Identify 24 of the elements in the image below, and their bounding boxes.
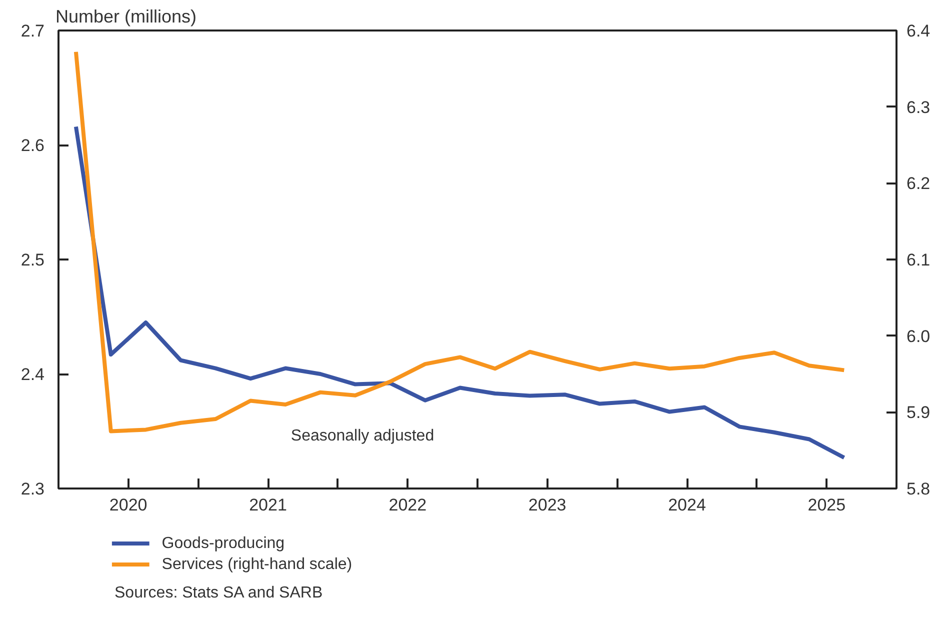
y-tick-label: 2.6 xyxy=(20,136,45,155)
y2-tick-label: 5.9 xyxy=(906,403,930,422)
y-axis-title: Number (millions) xyxy=(56,6,197,26)
legend-label: Services (right-hand scale) xyxy=(162,556,352,573)
x-tick-label: 2024 xyxy=(668,496,706,514)
x-tick-label: 2020 xyxy=(109,496,148,514)
line-series xyxy=(74,124,846,460)
x-tick-label: 2025 xyxy=(808,496,846,514)
x-tick-label: 2023 xyxy=(528,496,566,514)
y2-tick-label: 6.4 xyxy=(906,22,930,40)
y-tick-label: 2.4 xyxy=(20,365,45,384)
y2-tick-label: 5.8 xyxy=(906,480,930,498)
y2-tick-label: 6.1 xyxy=(906,250,930,270)
y2-tick-label: 6.0 xyxy=(906,326,930,346)
y-tick-label: 2.5 xyxy=(20,250,45,270)
x-tick-label: 2021 xyxy=(249,496,287,514)
y-tick-label: 2.7 xyxy=(20,22,45,40)
source-note: Sources: Stats SA and SARB xyxy=(114,584,323,602)
y-tick-label: 2.3 xyxy=(20,480,45,498)
x-tick-label: 2022 xyxy=(388,496,427,514)
y2-tick-label: 6.2 xyxy=(906,174,930,194)
y2-tick-label: 6.3 xyxy=(906,98,930,117)
legend-label: Goods-producing xyxy=(162,535,285,552)
annotation: Seasonally adjusted xyxy=(290,428,434,444)
